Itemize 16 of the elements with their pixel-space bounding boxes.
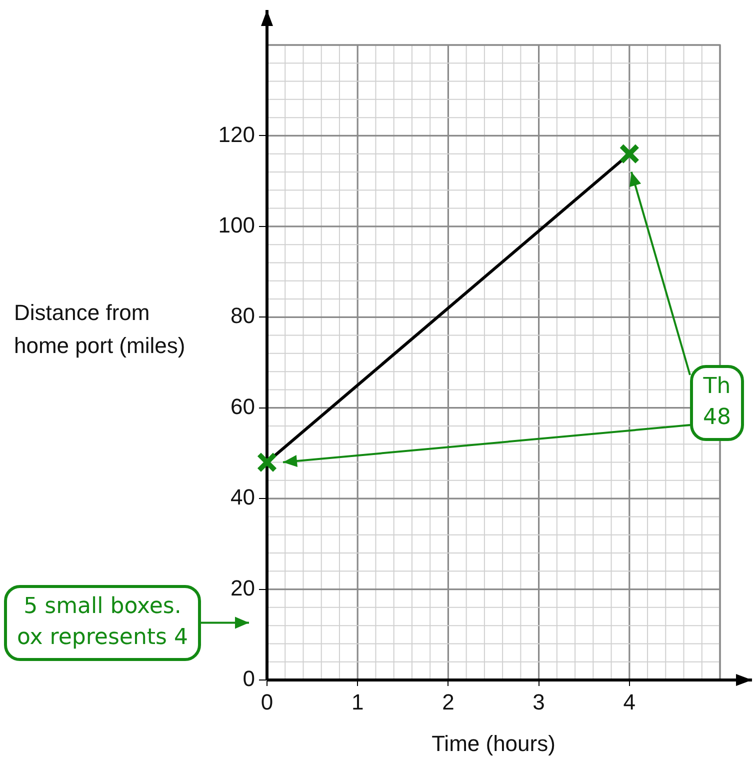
- y-tick-label: 120: [218, 122, 255, 147]
- y-tick-label: 40: [230, 484, 255, 510]
- x-axis-title: Time (hours): [432, 730, 556, 756]
- y-tick-label: 20: [230, 575, 255, 600]
- annotation: Th 48: [690, 365, 744, 441]
- text: 5 small boxes. ox represents 4: [4, 585, 201, 661]
- y-tick-label: 100: [218, 212, 255, 238]
- x-tick-label: 1: [351, 689, 364, 714]
- x-tick-label: 4: [623, 689, 636, 714]
- y-tick-label: 80: [230, 303, 255, 328]
- y-tick-label: 0: [242, 666, 255, 692]
- y-tick-label: 60: [230, 394, 255, 419]
- x-tick-label: 3: [532, 689, 545, 714]
- x-tick-label: 2: [442, 689, 454, 714]
- y-axis-title: Distance from home port (miles): [14, 299, 186, 360]
- x-tick-label: 0: [260, 689, 274, 714]
